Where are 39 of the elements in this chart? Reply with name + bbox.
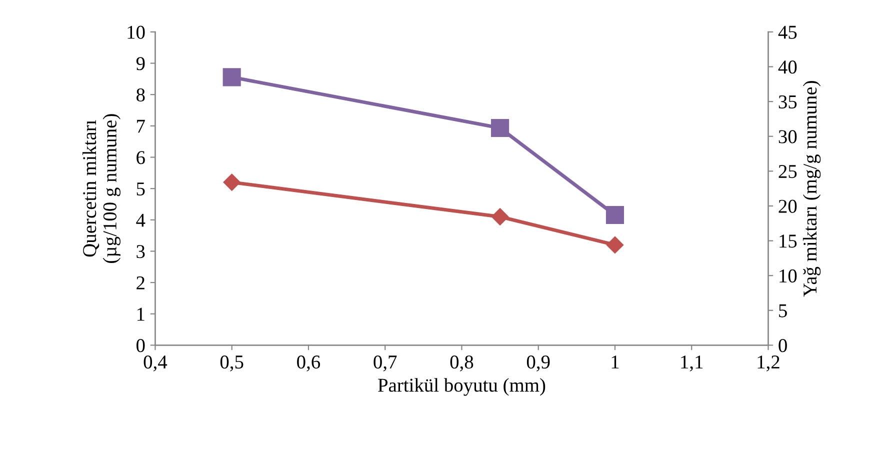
x-tick-label: 0,7 bbox=[374, 355, 397, 372]
y-tick-label: 5 bbox=[136, 182, 145, 196]
y-tick-label: 4 bbox=[136, 214, 146, 227]
x-axis-title: Partikül boyutu (mm) bbox=[378, 378, 546, 396]
y-tick-label: 6 bbox=[136, 151, 145, 164]
point bbox=[222, 68, 241, 86]
y2-tick-label: 15 bbox=[780, 234, 797, 248]
y2-tick-label: 45 bbox=[778, 26, 797, 39]
y2-tick-label: 30 bbox=[778, 130, 797, 144]
y2-tick-label: 20 bbox=[778, 200, 797, 213]
y-tick-label: 3 bbox=[136, 245, 145, 258]
y2-tick-label: 10 bbox=[780, 269, 797, 283]
x-tick-label: 0,8 bbox=[450, 355, 474, 372]
x-tick-label: 1,2 bbox=[758, 356, 780, 372]
x-tick-label: 1 bbox=[612, 356, 619, 368]
x-tick-label: 0,5 bbox=[220, 355, 244, 372]
y-tick-label: 0 bbox=[136, 339, 145, 352]
y2-tick-label: 35 bbox=[778, 95, 797, 108]
x-tick-label: 0,9 bbox=[526, 355, 550, 372]
y-tick-label: 10 bbox=[128, 26, 145, 39]
y2-tick-label: 0 bbox=[778, 339, 787, 352]
y2-tick-label: 40 bbox=[778, 60, 797, 74]
x-tick-label: 0,6 bbox=[297, 355, 320, 372]
x-tick-label: 0,4 bbox=[144, 355, 168, 372]
point bbox=[491, 208, 509, 226]
y-axis-title: Quercetin miktarı (µg/100 g numune) bbox=[82, 114, 120, 263]
x-tick-label: 1,1 bbox=[681, 356, 703, 372]
y-tick-label: 2 bbox=[136, 276, 144, 290]
point bbox=[606, 236, 624, 254]
point bbox=[606, 206, 624, 224]
y-tick-label: 7 bbox=[137, 120, 145, 133]
y-tick-label: 1 bbox=[137, 308, 144, 321]
point bbox=[223, 174, 240, 191]
y2-tick-label: 5 bbox=[779, 304, 787, 318]
y2-tick-label: 25 bbox=[778, 165, 797, 178]
y2-axis-title: Yağ miktarı (mg/g numune) bbox=[802, 81, 821, 297]
y-tick-label: 9 bbox=[136, 57, 145, 70]
point bbox=[491, 118, 510, 138]
y-tick-label: 8 bbox=[136, 88, 145, 102]
